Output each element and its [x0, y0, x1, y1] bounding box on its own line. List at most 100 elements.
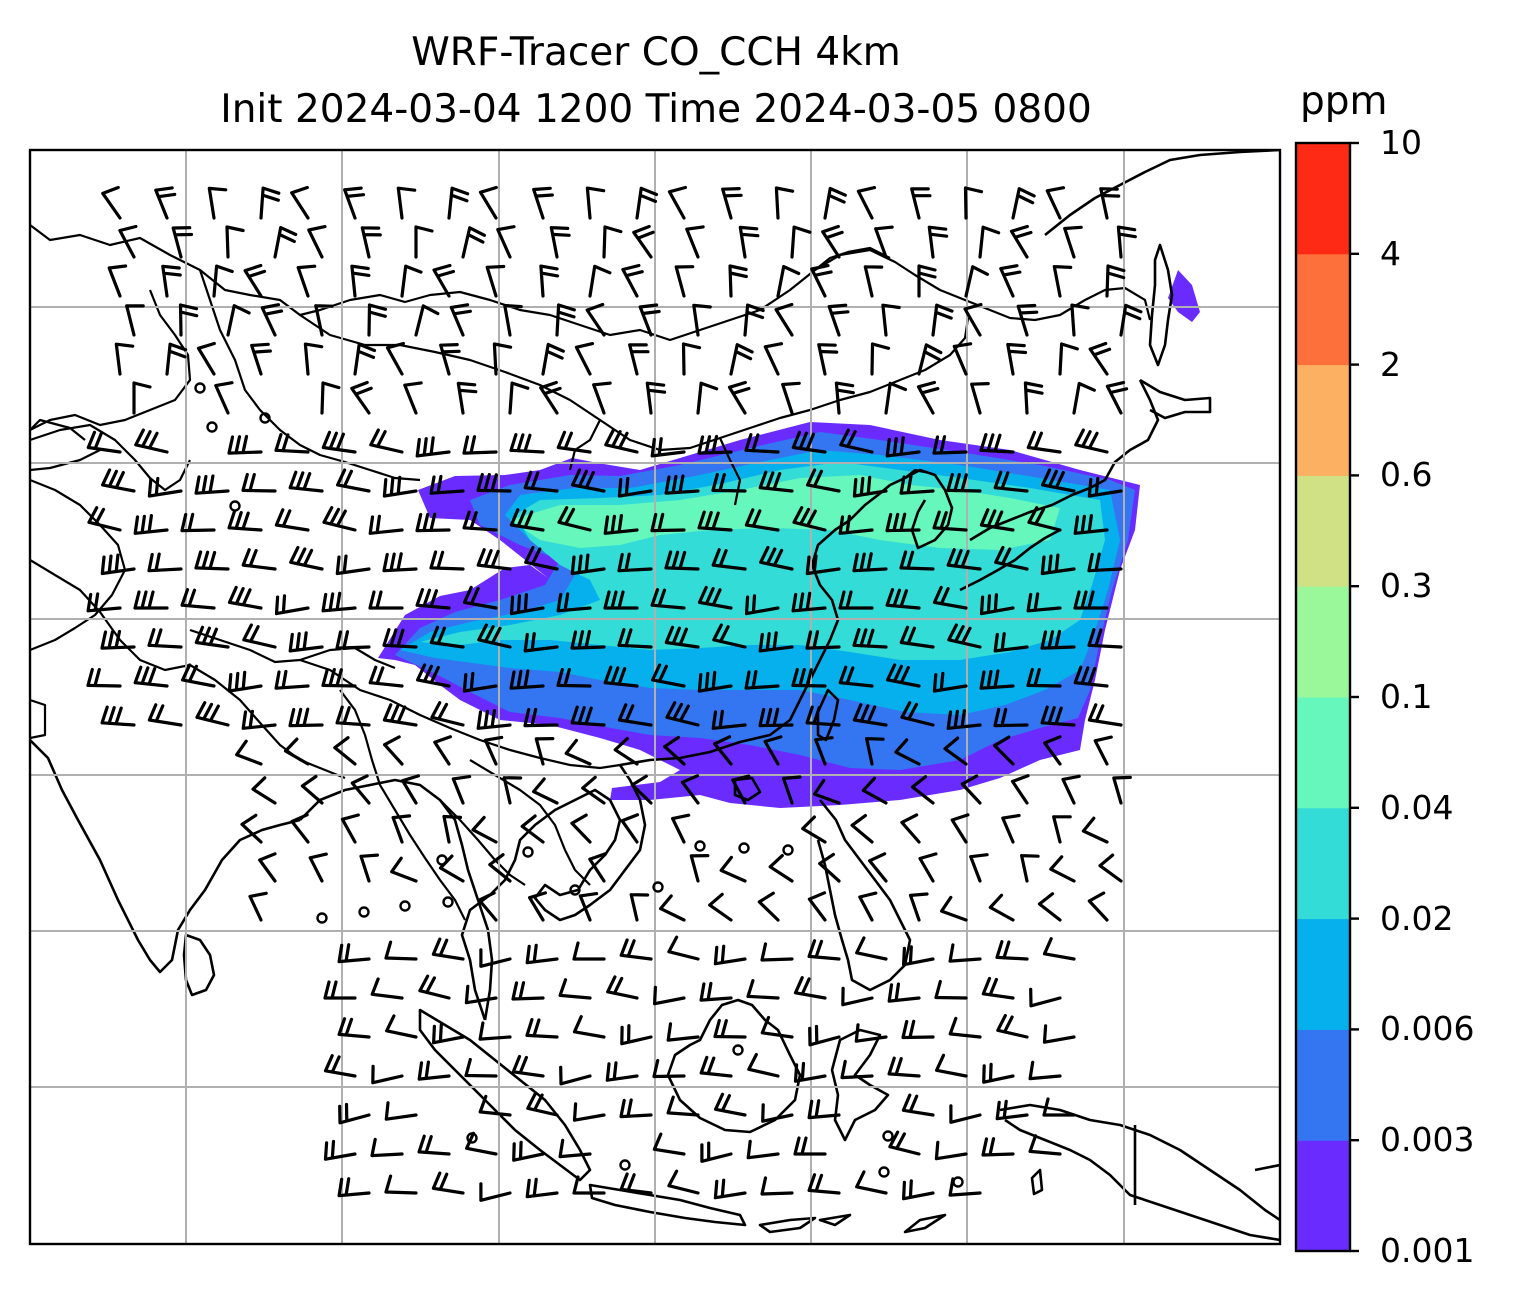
wind-barb [1074, 428, 1109, 454]
wind-barb [807, 891, 827, 922]
wind-barb [333, 736, 357, 766]
wind-barb [902, 1179, 935, 1201]
wind-barb [476, 709, 512, 730]
wind-barb [101, 185, 122, 220]
wind-barb [161, 264, 182, 298]
coastline-philippines [816, 799, 912, 992]
wind-barb [713, 1178, 747, 1200]
wind-barb [86, 430, 122, 454]
wind-barb [1087, 628, 1123, 649]
wind-barb [1063, 225, 1083, 259]
wind-barb [935, 1053, 968, 1078]
wind-barb [241, 472, 277, 493]
wind-barb [335, 554, 371, 576]
wind-barb [541, 342, 565, 376]
colorbar-tick-label: 4 [1380, 233, 1401, 273]
wind-barb [652, 1132, 686, 1156]
wind-barb [744, 669, 780, 690]
wind-barb [483, 735, 504, 766]
wind-barb [403, 381, 423, 415]
wind-barb [289, 545, 324, 571]
wind-barb [711, 709, 747, 730]
wind-barb [523, 470, 559, 493]
wind-barb [570, 629, 606, 650]
wind-barb [713, 1018, 747, 1039]
wind-barb [509, 508, 545, 532]
wind-barb [940, 895, 968, 922]
wind-barb [556, 592, 592, 613]
wind-barb [1026, 592, 1062, 613]
coastline-small-islands [758, 1168, 1044, 1234]
wind-barb [874, 225, 894, 259]
wind-barb [638, 303, 661, 337]
colorbar-tick-label: 2 [1380, 344, 1401, 384]
wind-barb [525, 1018, 559, 1039]
wind-barb [227, 434, 263, 455]
wind-barb [696, 381, 719, 415]
wind-barb [793, 1061, 827, 1083]
wind-barb [449, 303, 472, 337]
wind-barb [323, 1139, 357, 1161]
wind-barb [525, 1177, 559, 1199]
wind-barb [274, 594, 310, 616]
wind-calm-marker [569, 884, 581, 896]
wind-barb [823, 186, 847, 220]
wind-barb [758, 631, 794, 653]
wind-calm-marker [194, 382, 206, 394]
wind-barb [570, 813, 592, 844]
wind-barb [509, 669, 545, 690]
wind-barb [382, 703, 418, 727]
wind-barb [384, 1101, 418, 1121]
wind-barb [852, 703, 888, 727]
wind-barb [274, 508, 310, 532]
wind-barb [511, 981, 545, 1001]
wind-barb [852, 628, 888, 649]
wind-barb [664, 474, 700, 495]
wind-barb [665, 701, 700, 727]
wind-calm-marker [522, 846, 534, 858]
wind-barb [885, 512, 921, 533]
wind-barb [368, 665, 404, 688]
coastline-hokkaido [1139, 378, 1212, 420]
wind-barb [743, 303, 765, 337]
wind-barb [243, 263, 267, 298]
wind-barb [699, 981, 733, 1002]
wind-barb [719, 855, 747, 883]
wind-barb [147, 703, 183, 727]
colorbar-tick-label: 0.1 [1380, 677, 1433, 716]
wind-barb [180, 588, 216, 610]
wind-barb [619, 938, 653, 961]
wind-barb [768, 854, 794, 883]
wind-barb [308, 852, 328, 883]
wind-barb [288, 707, 324, 728]
wind-barb [635, 186, 659, 220]
wind-barb [681, 342, 702, 376]
wind-barb [943, 736, 968, 766]
wind-barb [488, 853, 512, 883]
wind-barb [887, 1056, 921, 1078]
wind-barb [931, 303, 954, 337]
wind-barb [1105, 381, 1129, 415]
wind-barb [645, 381, 667, 415]
wind-barb [134, 428, 169, 454]
wind-barb [1010, 774, 1030, 805]
wind-barb [813, 778, 841, 805]
wind-barb [960, 774, 982, 805]
wind-barb [549, 226, 571, 259]
wind-barb [838, 665, 874, 688]
wind-barb [337, 943, 371, 964]
map-title-line-1: WRF-Tracer CO_CCH 4km [411, 30, 901, 75]
wind-barb [414, 304, 440, 337]
wind-barb [763, 342, 784, 376]
wind-barb [464, 984, 498, 1005]
wind-barb [760, 1176, 794, 1196]
wind-barb [180, 512, 216, 533]
wind-barb [1058, 342, 1079, 376]
wind-barb [259, 186, 281, 220]
wind-barb [619, 1172, 653, 1195]
wind-barb [854, 1023, 888, 1043]
wind-barb [558, 978, 592, 1000]
wind-barb [320, 381, 341, 415]
colorbar [1294, 141, 1359, 1253]
wind-barb [667, 935, 700, 961]
